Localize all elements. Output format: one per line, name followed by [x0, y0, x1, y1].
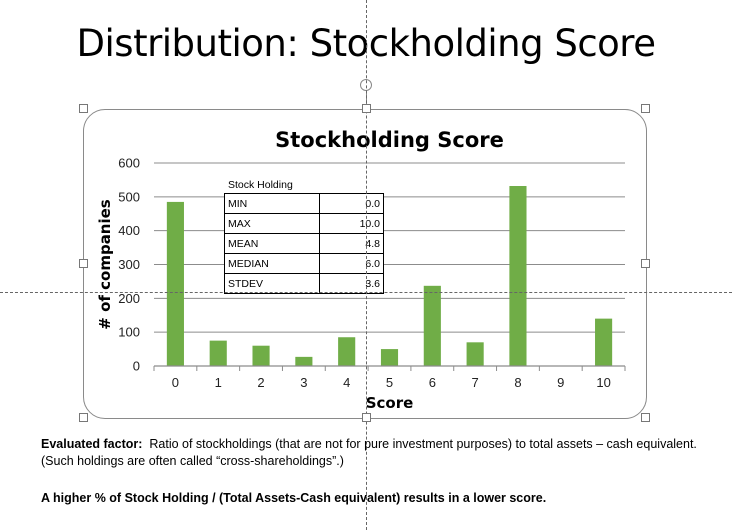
bar [466, 342, 484, 366]
bar [252, 345, 270, 366]
stats-label: MIN [224, 193, 320, 214]
note-label: Evaluated factor: [41, 437, 143, 451]
stats-row-median: MEDIAN 6.0 [224, 253, 384, 274]
resize-handle-right[interactable] [641, 259, 650, 268]
resize-handle-bottom-right[interactable] [641, 413, 650, 422]
stats-value: 4.8 [319, 233, 384, 254]
x-tick-label: 8 [514, 375, 521, 390]
vertical-guide-line [366, 0, 367, 530]
stats-table-title: Stock Holding [228, 179, 293, 191]
horizontal-guide-line [0, 292, 732, 293]
bar [423, 285, 441, 366]
stats-label: MEAN [224, 233, 320, 254]
bar [166, 201, 184, 366]
x-tick-label: 3 [300, 375, 307, 390]
y-tick-label: 100 [118, 325, 140, 340]
score-direction-note: A higher % of Stock Holding / (Total Ass… [41, 491, 547, 505]
stats-label: MEDIAN [224, 253, 320, 274]
x-tick-label: 6 [429, 375, 436, 390]
x-tick-label: 4 [343, 375, 350, 390]
x-tick-label: 1 [215, 375, 222, 390]
x-tick-label: 2 [257, 375, 264, 390]
evaluated-factor-note: Evaluated factor: Ratio of stockholdings… [41, 436, 701, 470]
stats-value: 10.0 [319, 213, 384, 234]
y-tick-label: 600 [118, 156, 140, 171]
y-tick-label: 500 [118, 189, 140, 204]
x-axis-title: Score [366, 394, 414, 412]
note-text: Ratio of stockholdings (that are not for… [41, 437, 697, 468]
chart-title: Stockholding Score [275, 128, 504, 152]
y-axis-title: # of companies [96, 199, 114, 330]
x-tick-label: 0 [172, 375, 179, 390]
bar [295, 356, 313, 366]
stats-row-mean: MEAN 4.8 [224, 233, 384, 254]
stats-value: 6.0 [319, 253, 384, 274]
x-tick-label: 7 [472, 375, 479, 390]
y-tick-label: 200 [118, 291, 140, 306]
y-tick-label: 400 [118, 223, 140, 238]
bar [595, 318, 613, 366]
x-tick-label: 10 [596, 375, 610, 390]
x-tick-label: 9 [557, 375, 564, 390]
stats-row-max: MAX 10.0 [224, 213, 384, 234]
stats-table: Stock Holding MIN 0.0 MAX 10.0 MEAN 4.8 … [224, 179, 384, 294]
stats-row-min: MIN 0.0 [224, 193, 384, 214]
x-tick-label: 5 [386, 375, 393, 390]
resize-handle-left[interactable] [79, 259, 88, 268]
chart-plot: Stockholding Score 0 100 200 300 400 500 600 0 1 2… [96, 128, 626, 412]
resize-handle-top[interactable] [362, 104, 371, 113]
stats-label: MAX [224, 213, 320, 234]
y-tick-label: 0 [133, 359, 140, 374]
resize-handle-bottom-left[interactable] [79, 413, 88, 422]
stats-value: 0.0 [319, 193, 384, 214]
stats-row-stdev: STDEV 3.6 [224, 273, 384, 294]
bar [380, 349, 399, 366]
resize-handle-bottom[interactable] [362, 413, 371, 422]
bar [509, 186, 527, 366]
stats-value: 3.6 [319, 273, 384, 294]
y-tick-label: 300 [118, 257, 140, 272]
stats-label: STDEV [224, 273, 320, 294]
bar [338, 337, 356, 366]
resize-handle-top-left[interactable] [79, 104, 88, 113]
resize-handle-top-right[interactable] [641, 104, 650, 113]
bar [209, 340, 227, 366]
